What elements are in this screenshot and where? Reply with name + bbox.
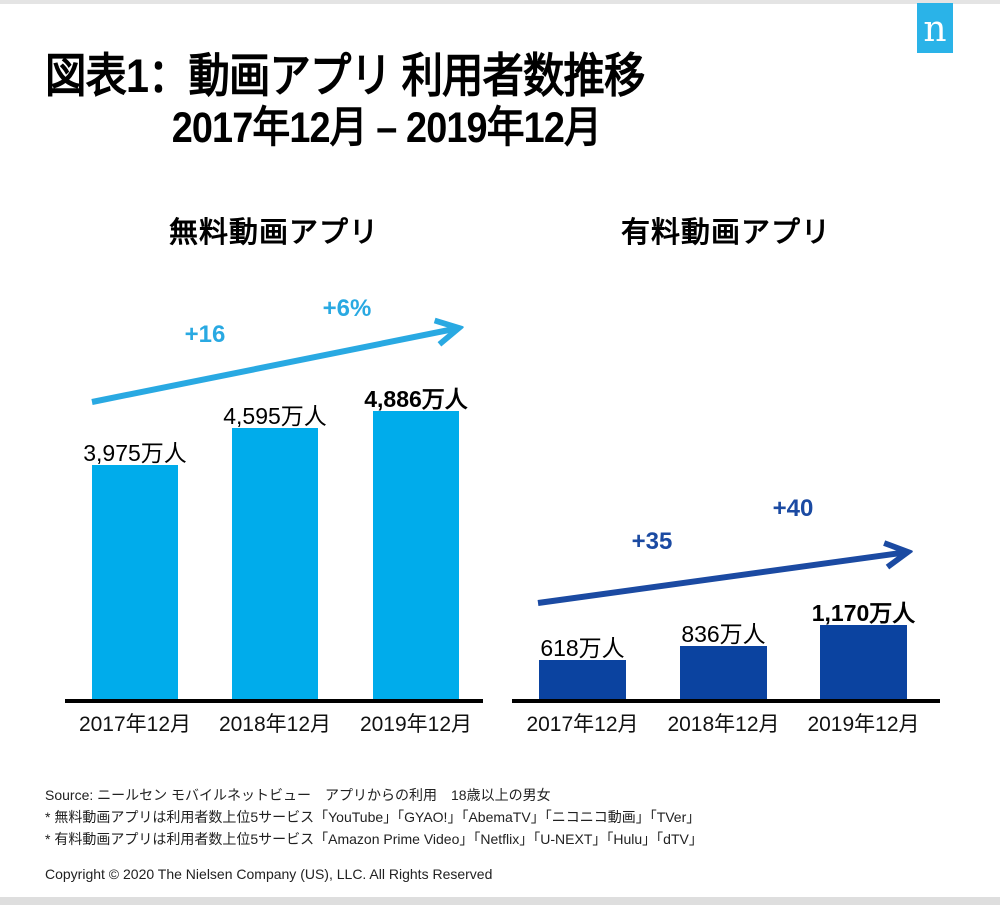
- free-chart-subtitle: 無料動画アプリ: [168, 217, 379, 249]
- bar-2018年12月: [680, 646, 767, 699]
- page-title-line2: 2017年12月 – 2019年12月: [171, 104, 602, 152]
- bar-value-label: 3,975万人: [83, 440, 187, 466]
- nielsen-logo-letter: n: [923, 9, 947, 50]
- x-axis-label: 2019年12月: [359, 713, 473, 736]
- bar-value-label: 4,595万人: [223, 403, 327, 429]
- paid-video-apps-chart: 有料動画アプリ +35 +40 618万人 2017年12月 836万人 2018年1…: [512, 205, 940, 745]
- bar-value-label: 836万人: [681, 621, 766, 647]
- paid-x-axis-line: [512, 699, 940, 703]
- x-axis-label: 2019年12月: [807, 713, 920, 736]
- bar-2019年12月: [820, 625, 907, 699]
- x-axis-label: 2018年12月: [667, 713, 780, 736]
- free-video-apps-chart: 無料動画アプリ +16 +6% 3,975万人 2017年12月 4,595万人 20…: [65, 205, 483, 745]
- bar-2019年12月: [373, 411, 459, 699]
- bar-2018年12月: [232, 428, 318, 699]
- bottom-border-strip: [0, 897, 1000, 905]
- bar-value-label: 618万人: [540, 635, 625, 661]
- free-annotation-growth-2: +6%: [322, 295, 372, 322]
- source-line: Source: ニールセン モバイルネットビュー アプリからの利用 18歳以上の…: [45, 787, 551, 803]
- paid-annotation-growth-1: +35: [631, 528, 673, 555]
- note-paid-apps: * 有料動画アプリは利用者数上位5サービス「Amazon Prime Video…: [45, 831, 703, 847]
- footnotes: Source: ニールセン モバイルネットビュー アプリからの利用 18歳以上の…: [45, 784, 955, 850]
- x-axis-label: 2017年12月: [526, 713, 639, 736]
- page-title-line1: 図表1：動画アプリ 利用者数推移: [45, 49, 645, 102]
- x-axis-label: 2018年12月: [218, 713, 332, 736]
- page-title: 図表1：動画アプリ 利用者数推移 2017年12月 – 2019年12月: [45, 49, 645, 154]
- free-annotation-growth-1: +16: [184, 321, 226, 348]
- note-free-apps: * 無料動画アプリは利用者数上位5サービス「YouTube」「GYAO!」「Ab…: [45, 809, 701, 825]
- paid-annotation-growth-2: +40: [772, 495, 814, 522]
- bar-2017年12月: [92, 465, 178, 699]
- bar-value-label: 4,886万人: [364, 386, 468, 412]
- nielsen-logo: n: [917, 3, 953, 53]
- bar-2017年12月: [539, 660, 626, 699]
- free-x-axis-line: [65, 699, 483, 703]
- x-axis-label: 2017年12月: [78, 713, 192, 736]
- paid-chart-subtitle: 有料動画アプリ: [620, 217, 831, 249]
- top-border-strip: [0, 0, 1000, 4]
- copyright-line: Copyright © 2020 The Nielsen Company (US…: [45, 866, 493, 882]
- bar-value-label: 1,170万人: [811, 600, 916, 626]
